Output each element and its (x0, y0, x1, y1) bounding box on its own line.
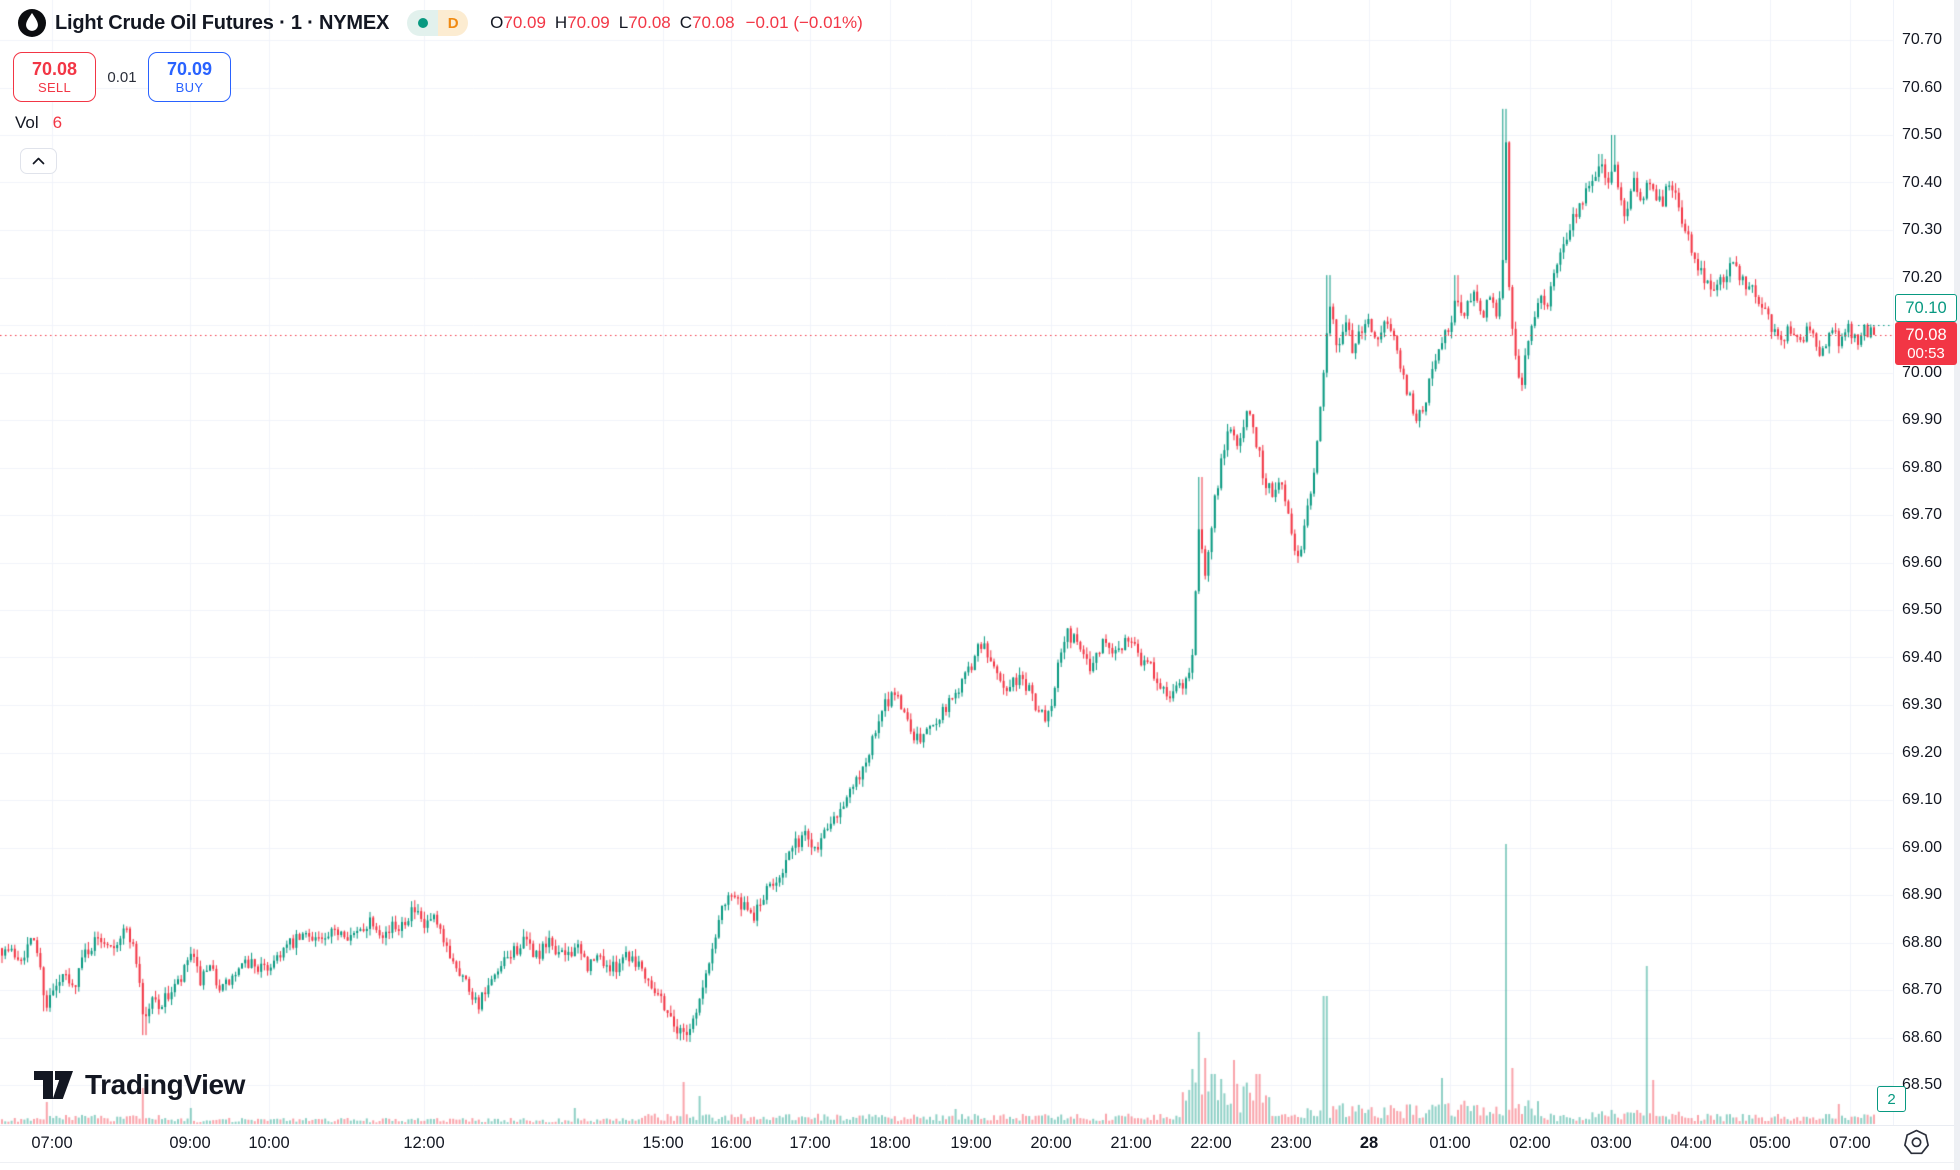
time-tick-label: 02:00 (1509, 1134, 1551, 1152)
price-axis[interactable]: 70.70 70.60 70.50 70.40 70.30 70.20 70.10 70.00… (1894, 0, 1954, 1125)
time-axis-border (0, 1125, 1954, 1126)
oil-drop-symbol-icon (18, 9, 46, 37)
price-tick-label: 68.80 (1901, 933, 1943, 951)
time-tick-label: 22:00 (1190, 1134, 1232, 1152)
price-tick-label: 70.60 (1901, 78, 1943, 96)
tradingview-logo-icon (33, 1070, 74, 1100)
sell-label: SELL (37, 80, 71, 95)
price-tick-label: 70.50 (1901, 126, 1943, 143)
chart-legend: Light Crude Oil Futures · 1 · NYMEX D O7… (18, 9, 863, 37)
sell-price: 70.08 (31, 59, 78, 79)
market-status-pill[interactable]: D (407, 10, 469, 36)
tradingview-logo-text: TradingView (85, 1069, 246, 1100)
price-tick-label: 69.30 (1901, 696, 1943, 713)
price-tick-label: 69.50 (1901, 601, 1943, 618)
time-tick-label: 12:00 (403, 1134, 445, 1152)
spread-value: 0.01 (107, 69, 137, 86)
time-tick-label: 23:00 (1270, 1134, 1312, 1152)
price-tick-label: 69.80 (1901, 458, 1943, 476)
chevron-up-icon (31, 156, 46, 166)
buy-price: 70.09 (166, 59, 213, 79)
close-label: C (679, 13, 693, 32)
price-tick-label: 69.20 (1901, 743, 1943, 761)
time-tick-label: 21:00 (1110, 1134, 1152, 1152)
vol-value: 6 (52, 113, 63, 132)
price-tick-label: 70.30 (1901, 221, 1943, 238)
high-value: 70.09 (567, 13, 610, 32)
time-tick-label: 07:00 (1829, 1134, 1871, 1152)
open-label: O (490, 13, 504, 32)
price-tick-label: 69.10 (1901, 791, 1943, 808)
market-open-dot-icon (407, 10, 439, 36)
time-tick-label: 18:00 (869, 1134, 911, 1152)
time-tick-label: 20:00 (1030, 1134, 1072, 1152)
low-value: 70.08 (628, 13, 671, 32)
open-value: 70.09 (503, 13, 546, 32)
bottom-border (0, 1162, 1954, 1163)
volume-indicator: Vol 6 (15, 113, 62, 133)
buy-label: BUY (175, 80, 204, 95)
price-tick-label: 68.90 (1901, 886, 1943, 903)
ask-price-value: 70.10 (1905, 298, 1947, 317)
last-price-value: 70.08 (1905, 325, 1947, 344)
tradingview-logo[interactable]: TradingView (33, 1069, 245, 1101)
sell-button[interactable]: 70.08 SELL (13, 52, 96, 102)
price-tick-label: 70.20 (1901, 268, 1943, 286)
price-tick-label: 68.50 (1901, 1076, 1943, 1093)
vol-label[interactable]: Vol (15, 113, 39, 132)
change-value: −0.01 (−0.01%) (745, 13, 863, 32)
time-tick-label: 15:00 (642, 1134, 684, 1152)
bar-countdown: 00:53 (1907, 344, 1945, 362)
last-price-label: 70.08 00:53 (1895, 322, 1957, 365)
price-tick-label: 69.90 (1901, 411, 1943, 428)
time-tick-label: 04:00 (1670, 1134, 1712, 1152)
time-tick-label: 09:00 (169, 1134, 211, 1152)
time-tick-label: 28 (1359, 1134, 1379, 1152)
price-tick-label: 68.70 (1901, 981, 1943, 998)
price-axis-border (1893, 0, 1894, 1125)
price-tick-label: 69.70 (1901, 506, 1943, 523)
price-tick-label: 70.70 (1901, 31, 1943, 48)
price-tick-label: 68.60 (1901, 1028, 1943, 1046)
ohlc-values: O70.09 H70.09 L70.08 C70.08 −0.01 (−0.01… (490, 13, 863, 33)
time-axis-settings-icon[interactable] (1903, 1129, 1930, 1156)
time-tick-label: 03:00 (1590, 1134, 1632, 1152)
collapse-panel-button[interactable] (20, 148, 57, 174)
price-tick-label: 70.40 (1901, 173, 1943, 191)
high-label: H (554, 13, 568, 32)
close-value: 70.08 (692, 13, 735, 32)
time-axis[interactable]: 07:00 09:00 10:00 12:00 15:00 16:00 17:00 18:00… (0, 1126, 1893, 1162)
interval-badge: D (438, 10, 469, 36)
volume-scale-badge: 2 (1877, 1086, 1906, 1112)
buy-button[interactable]: 70.09 BUY (148, 52, 231, 102)
price-tick-label: 70.00 (1901, 363, 1943, 381)
ask-price-label: 70.10 (1895, 294, 1957, 322)
time-tick-label: 01:00 (1429, 1134, 1471, 1152)
time-tick-label: 07:00 (31, 1134, 73, 1152)
price-tick-label: 69.40 (1901, 648, 1943, 666)
time-tick-label: 16:00 (710, 1134, 752, 1152)
time-tick-label: 05:00 (1749, 1134, 1791, 1152)
symbol-title[interactable]: Light Crude Oil Futures · 1 · NYMEX (55, 11, 390, 34)
price-tick-label: 69.00 (1901, 838, 1943, 856)
time-tick-label: 19:00 (950, 1134, 992, 1152)
price-tick-label: 69.60 (1901, 553, 1943, 571)
time-tick-label: 17:00 (789, 1134, 831, 1152)
low-label: L (618, 13, 629, 32)
time-tick-label: 10:00 (248, 1134, 290, 1152)
right-edge-strip (1954, 0, 1960, 1170)
